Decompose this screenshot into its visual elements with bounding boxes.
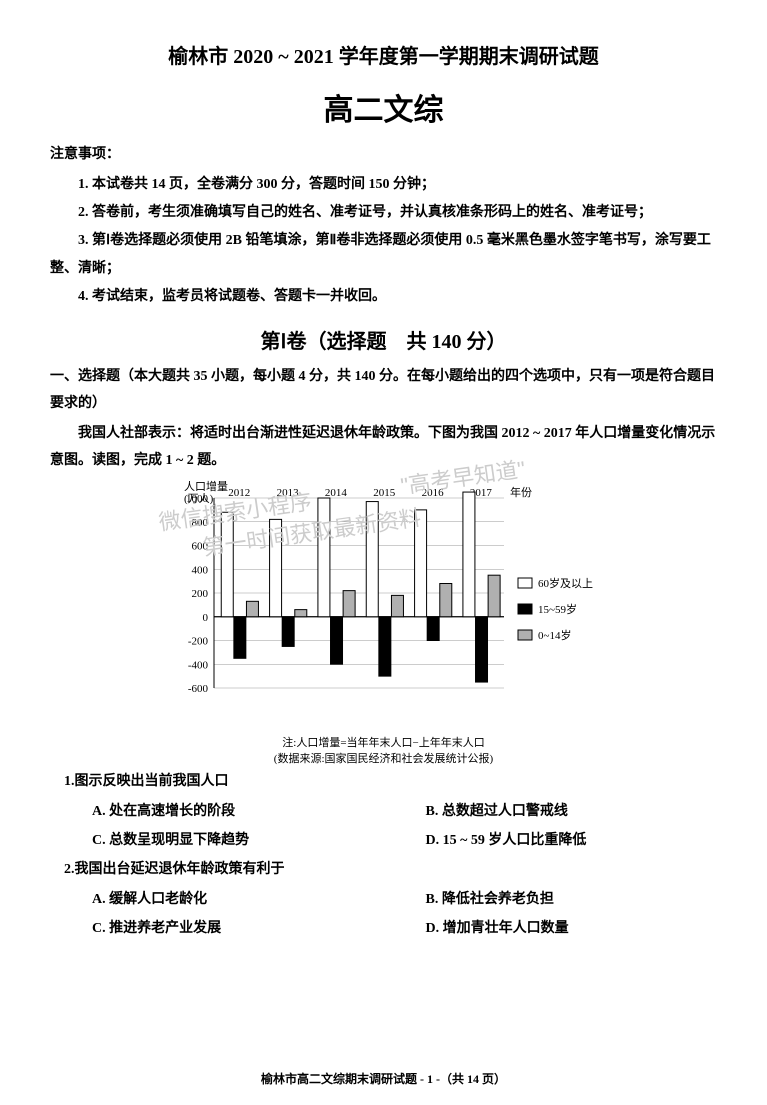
svg-text:200: 200	[191, 588, 208, 600]
svg-text:人口增量: 人口增量	[184, 479, 228, 493]
svg-text:0~14岁: 0~14岁	[538, 628, 571, 642]
notice-item: 4. 考试结束，监考员将试题卷、答题卡一并收回。	[50, 283, 717, 311]
section-header: 第Ⅰ卷（选择题 共 140 分）	[50, 325, 717, 354]
bar-chart-svg: -600-400-20002004006008001000人口增量(万人)201…	[154, 478, 614, 728]
question-2-text: 2.我国出台延迟退休年龄政策有利于	[50, 855, 717, 884]
svg-text:2012: 2012	[228, 487, 250, 499]
exam-title-line1: 榆林市 2020 ~ 2021 学年度第一学期期末调研试题	[50, 40, 717, 69]
notice-item: 1. 本试卷共 14 页，全卷满分 300 分，答题时间 150 分钟；	[50, 171, 717, 199]
svg-text:(万人): (万人)	[184, 492, 214, 505]
population-chart: -600-400-20002004006008001000人口增量(万人)201…	[50, 478, 717, 728]
option-d: D. 15 ~ 59 岁人口比重降低	[384, 826, 718, 855]
notice-heading: 注意事项：	[50, 143, 717, 163]
svg-text:2015: 2015	[373, 487, 396, 499]
page-footer: 榆林市高二文综期末调研试题 - 1 -（共 14 页）	[0, 1070, 767, 1087]
notice-item: 2. 答卷前，考生须准确填写自己的姓名、准考证号，并认真核准条形码上的姓名、准考…	[50, 199, 717, 227]
option-a: A. 缓解人口老龄化	[50, 885, 384, 914]
svg-text:-600: -600	[187, 683, 208, 695]
svg-text:年份: 年份	[510, 485, 532, 499]
chart-caption: 注:人口增量=当年年末人口−上年年末人口(数据来源:国家国民经济和社会发展统计公…	[50, 736, 717, 767]
svg-text:-400: -400	[187, 660, 208, 672]
svg-text:600: 600	[191, 541, 208, 553]
option-c: C. 总数呈现明显下降趋势	[50, 826, 384, 855]
svg-text:60岁及以上: 60岁及以上	[538, 576, 593, 590]
svg-text:800: 800	[191, 517, 208, 529]
option-a: A. 处在高速增长的阶段	[50, 797, 384, 826]
passage-text: 我国人社部表示：将适时出台渐进性延迟退休年龄政策。下图为我国 2012 ~ 20…	[50, 421, 717, 474]
exam-title-line2: 高二文综	[50, 85, 717, 129]
svg-text:2014: 2014	[324, 487, 347, 499]
question-2-options: A. 缓解人口老龄化 B. 降低社会养老负担 C. 推进养老产业发展 D. 增加…	[50, 885, 717, 944]
option-b: B. 总数超过人口警戒线	[384, 797, 718, 826]
notice-item: 3. 第Ⅰ卷选择题必须使用 2B 铅笔填涂，第Ⅱ卷非选择题必须使用 0.5 毫米…	[50, 227, 717, 283]
question-1-text: 1.图示反映出当前我国人口	[50, 767, 717, 796]
svg-text:15~59岁: 15~59岁	[538, 602, 577, 616]
svg-text:2016: 2016	[421, 487, 444, 499]
option-d: D. 增加青壮年人口数量	[384, 914, 718, 943]
exam-page: 榆林市 2020 ~ 2021 学年度第一学期期末调研试题 高二文综 注意事项：…	[0, 0, 767, 1105]
question-1-options: A. 处在高速增长的阶段 B. 总数超过人口警戒线 C. 总数呈现明显下降趋势 …	[50, 797, 717, 856]
option-b: B. 降低社会养老负担	[384, 885, 718, 914]
svg-text:0: 0	[202, 612, 208, 624]
svg-text:-200: -200	[187, 636, 208, 648]
question-block-intro: 一、选择题（本大题共 35 小题，每小题 4 分，共 140 分。在每小题给出的…	[50, 364, 717, 417]
svg-text:400: 400	[191, 565, 208, 577]
option-c: C. 推进养老产业发展	[50, 914, 384, 943]
svg-text:2013: 2013	[276, 487, 299, 499]
